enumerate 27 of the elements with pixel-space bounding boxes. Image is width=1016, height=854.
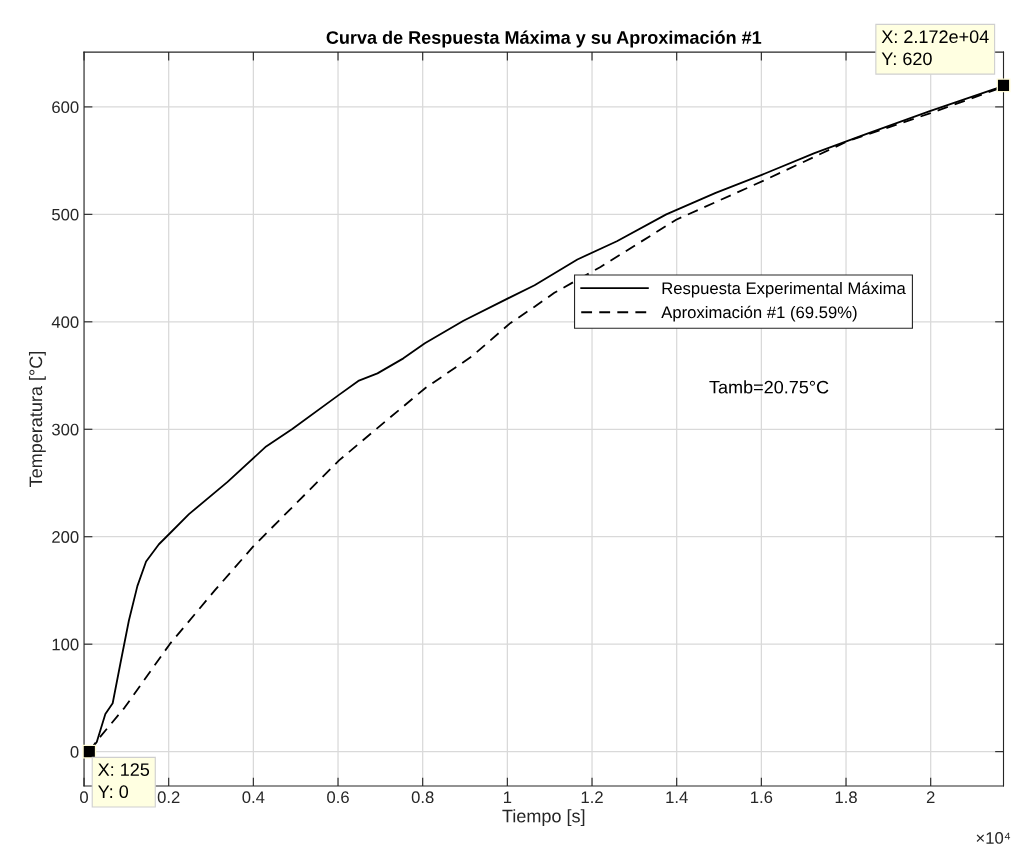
x-tick-label: 0.6 bbox=[327, 791, 349, 804]
text: ×10⁴ bbox=[976, 832, 1011, 844]
y-tick-label: 200 bbox=[52, 531, 79, 543]
annotation: X: 2.172e+04 Y: 620 bbox=[881, 30, 989, 66]
x-axis-title: Tiempo [s] bbox=[502, 809, 585, 827]
y-axis-title: Temperatura [°C] bbox=[28, 352, 46, 487]
legend-label: Respuesta Experimental Máxima bbox=[662, 281, 906, 298]
x-tick-label: 1.2 bbox=[581, 791, 603, 803]
x-tick-label: 1.6 bbox=[751, 791, 773, 804]
x-tick-label: 0.8 bbox=[411, 791, 434, 804]
annotation: X: 125 Y: 0 bbox=[98, 763, 150, 799]
y-tick-label: 300 bbox=[51, 423, 79, 436]
x-tick-label: 0 bbox=[80, 791, 89, 804]
x-tick-label: 2 bbox=[926, 791, 935, 803]
x-tick-label: 0.4 bbox=[242, 791, 265, 804]
y-tick-label: 500 bbox=[52, 208, 79, 221]
legend-label: Aproximación #1 (69.59%) bbox=[661, 305, 857, 322]
y-tick-label: 0 bbox=[70, 746, 79, 758]
chart-title: Curva de Respuesta Máxima y su Aproximación #1 bbox=[326, 30, 762, 48]
y-tick-label: 100 bbox=[52, 638, 79, 651]
y-tick-label: 400 bbox=[51, 316, 79, 329]
x-tick-label: 1.8 bbox=[835, 791, 857, 804]
x-tick-label: 1 bbox=[503, 791, 512, 803]
x-tick-label: 0.2 bbox=[157, 791, 180, 804]
y-tick-label: 600 bbox=[52, 101, 79, 114]
annotation: Tamb=20.75°C bbox=[709, 380, 829, 394]
x-tick-label: 1.4 bbox=[666, 791, 688, 803]
